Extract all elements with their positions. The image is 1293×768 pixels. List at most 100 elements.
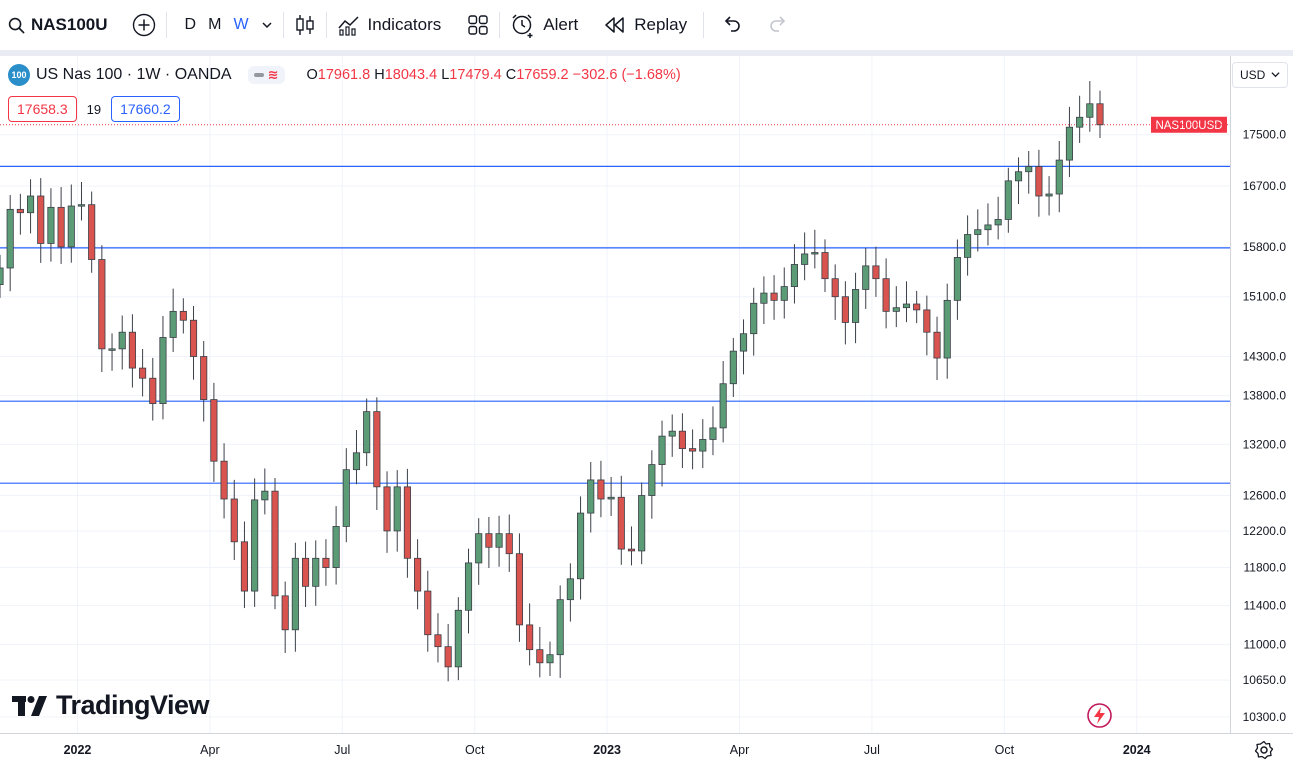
candle xyxy=(851,289,860,323)
price-tick-label: 10300.0 xyxy=(1243,710,1287,724)
candle xyxy=(638,495,646,552)
currency-label: USD xyxy=(1240,68,1266,82)
candle xyxy=(159,337,167,404)
candle xyxy=(1065,126,1074,161)
candle xyxy=(16,208,24,214)
indicators-button[interactable]: Indicators xyxy=(337,0,442,50)
candle xyxy=(607,496,615,500)
candle xyxy=(251,499,259,592)
sell-button[interactable]: 17658.3 xyxy=(8,96,77,122)
low-value: 17479.4 xyxy=(449,67,502,83)
candle xyxy=(139,367,147,379)
candle xyxy=(37,195,45,244)
replay-label: Replay xyxy=(634,15,688,34)
candle xyxy=(454,609,462,668)
candle xyxy=(271,490,279,597)
candle xyxy=(301,557,310,587)
undo-icon xyxy=(722,16,742,34)
candle xyxy=(393,486,401,532)
settings-gear-icon[interactable] xyxy=(1254,740,1274,765)
candle xyxy=(862,265,870,290)
candle xyxy=(770,292,778,301)
redo-button[interactable] xyxy=(768,0,788,50)
candle xyxy=(505,533,513,555)
grid-icon xyxy=(467,14,489,36)
replay-button[interactable]: Replay xyxy=(604,0,687,50)
candle xyxy=(913,303,921,311)
price-axis[interactable] xyxy=(1230,56,1293,733)
candle xyxy=(332,526,340,568)
candle xyxy=(424,590,432,636)
close-value: 17659.2 xyxy=(516,67,569,83)
symbol-logo: 100 xyxy=(8,64,30,86)
candle xyxy=(974,229,982,235)
candle xyxy=(984,224,992,231)
price-tick-label: 11000.0 xyxy=(1244,638,1287,652)
price-tick-label: 12600.0 xyxy=(1243,489,1287,503)
toolbar-divider xyxy=(282,12,284,38)
candle xyxy=(821,252,829,280)
candle xyxy=(1035,166,1043,197)
candle xyxy=(933,331,941,359)
candle xyxy=(689,448,697,452)
compare-symbol-button[interactable] xyxy=(132,0,156,50)
chart-type-button[interactable] xyxy=(294,0,316,50)
candle xyxy=(179,310,187,321)
interval-m-button[interactable]: M xyxy=(208,16,222,33)
time-axis-labels: 2022 Apr Jul Oct 2023 Apr Jul Oct 2024 xyxy=(64,743,1151,757)
candle xyxy=(576,512,585,580)
plus-circle-icon xyxy=(132,13,156,37)
legend-toggle-pill[interactable]: ≋ xyxy=(247,66,285,84)
price-tick-label: 10650.0 xyxy=(1243,673,1287,687)
candle xyxy=(709,427,717,440)
horizontal-levels[interactable]: 17003.015787.113729.812742.117659.2NAS10… xyxy=(0,116,1293,492)
candle xyxy=(128,331,136,369)
chevron-down-icon[interactable] xyxy=(261,19,273,31)
candle xyxy=(1004,180,1012,220)
candle xyxy=(892,307,900,312)
candle xyxy=(627,548,636,552)
candle xyxy=(841,296,849,323)
candle xyxy=(118,331,126,350)
candle xyxy=(230,498,238,543)
interval-w-button[interactable]: W xyxy=(233,16,249,33)
legend-title[interactable]: US Nas 100 · 1W · OANDA xyxy=(36,66,232,83)
interval-group: D M W xyxy=(179,0,273,50)
alert-button[interactable]: Alert xyxy=(510,0,578,50)
candle xyxy=(739,333,748,352)
lightning-icon[interactable] xyxy=(1086,702,1113,734)
candle xyxy=(261,490,269,501)
candle xyxy=(811,252,819,255)
symbol-search[interactable]: NAS100U xyxy=(8,0,108,50)
candle xyxy=(1076,116,1084,128)
templates-button[interactable] xyxy=(467,0,489,50)
currency-selector[interactable]: USD xyxy=(1232,62,1288,88)
time-axis[interactable] xyxy=(0,733,1293,768)
candle xyxy=(831,278,839,298)
price-tick-label: 15100.0 xyxy=(1243,290,1287,304)
candle xyxy=(678,430,686,449)
candle xyxy=(668,430,676,437)
candle xyxy=(902,303,911,309)
undo-button[interactable] xyxy=(722,0,742,50)
candle xyxy=(617,496,625,550)
candle xyxy=(1096,103,1104,126)
buy-button[interactable]: 17660.2 xyxy=(111,96,180,122)
candles-icon xyxy=(294,13,316,37)
buy-sell-panel: 17658.3 19 17660.2 xyxy=(8,96,180,122)
candle xyxy=(556,599,564,656)
indicators-label: Indicators xyxy=(367,15,442,34)
candle xyxy=(719,383,727,429)
candle xyxy=(790,264,799,287)
candle xyxy=(964,234,972,258)
candle xyxy=(485,533,493,548)
time-tick-label: 2024 xyxy=(1123,743,1151,757)
candle xyxy=(352,452,361,471)
candle xyxy=(414,557,422,592)
tradingview-logo[interactable]: TradingView xyxy=(12,690,210,721)
time-tick-label: 2023 xyxy=(593,743,621,757)
symbol-name: NAS100U xyxy=(31,15,108,34)
candle xyxy=(383,486,391,532)
interval-d-button[interactable]: D xyxy=(184,16,197,33)
price-chart[interactable]: 17003.015787.113729.812742.117659.2NAS10… xyxy=(0,56,1293,768)
